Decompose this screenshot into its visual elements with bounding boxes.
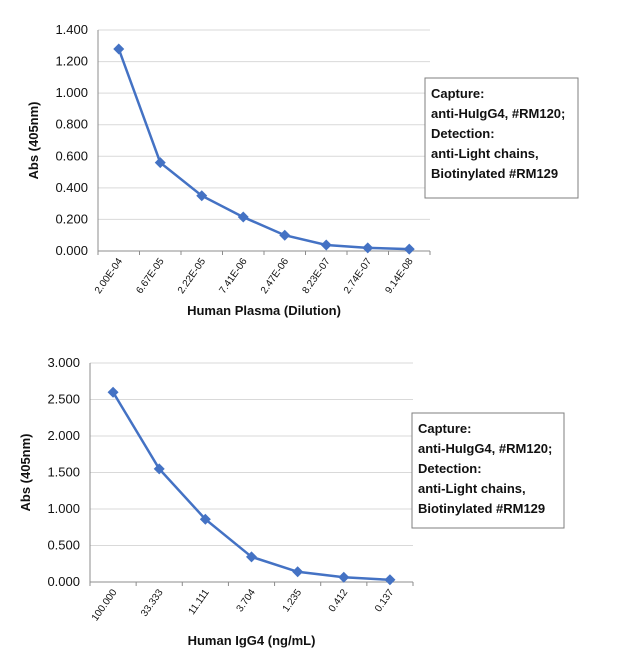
legend-line: anti-Light chains, bbox=[431, 146, 539, 161]
x-tick-label: 11.111 bbox=[187, 587, 213, 617]
legend-line: Detection: bbox=[418, 461, 482, 476]
x-tick-label: 2.74E-07 bbox=[342, 256, 375, 296]
y-tick-label: 3.000 bbox=[47, 355, 80, 370]
x-tick-label: 9.14E-08 bbox=[383, 256, 416, 296]
x-tick-label: 100.000 bbox=[90, 587, 120, 623]
legend-line: anti-Light chains, bbox=[418, 481, 526, 496]
legend-line: Biotinylated #RM129 bbox=[431, 166, 558, 181]
legend-box bbox=[424, 77, 579, 199]
y-tick-label: 2.000 bbox=[47, 428, 80, 443]
x-tick-label: 2.47E-06 bbox=[259, 256, 292, 296]
data-point bbox=[384, 574, 396, 586]
chart-1: 0.000 0.200 0.400 0.600 0.800 1.000 1.200 1.400… bbox=[26, 22, 579, 318]
legend-box bbox=[411, 412, 565, 529]
x-tick-label: 6.67E-05 bbox=[134, 256, 167, 296]
legend-line: Detection: bbox=[431, 126, 495, 141]
y-tick-label: 1.400 bbox=[55, 22, 88, 37]
data-point bbox=[199, 513, 211, 525]
legend-line: Capture: bbox=[418, 421, 471, 436]
y-tick-label: 2.500 bbox=[47, 392, 80, 407]
legend: Capture: anti-HuIgG4, #RM120; Detection: an… bbox=[424, 77, 579, 199]
y-tick-label: 0.800 bbox=[55, 117, 88, 132]
legend-line: anti-HuIgG4, #RM120; bbox=[431, 106, 565, 121]
y-tick-label: 0.000 bbox=[55, 243, 88, 258]
data-point bbox=[403, 243, 415, 255]
x-axis-label: Human Plasma (Dilution) bbox=[187, 303, 341, 318]
data-point bbox=[153, 463, 165, 475]
y-tick-label: 0.000 bbox=[47, 574, 80, 589]
data-point bbox=[154, 157, 166, 169]
x-tick-label: 2.22E-05 bbox=[176, 256, 209, 296]
x-tick-label: 2.00E-04 bbox=[93, 256, 126, 296]
y-tick-label: 1.000 bbox=[47, 501, 80, 516]
y-tick-label: 1.200 bbox=[55, 54, 88, 69]
y-tick-label: 0.200 bbox=[55, 211, 88, 226]
legend-line: Capture: bbox=[431, 86, 484, 101]
data-point bbox=[107, 386, 119, 398]
y-tick-label: 1.000 bbox=[55, 85, 88, 100]
data-point bbox=[362, 242, 374, 254]
y-axis-label: Abs (405nm) bbox=[26, 101, 41, 179]
legend-line: anti-HuIgG4, #RM120; bbox=[418, 441, 552, 456]
chart-2: 0.000 0.500 1.000 1.500 2.000 2.500 3.000 100.0… bbox=[18, 355, 565, 648]
x-axis-label: Human IgG4 (ng/mL) bbox=[188, 633, 316, 648]
data-point bbox=[237, 211, 249, 223]
x-tick-label: 33.333 bbox=[139, 587, 166, 619]
data-point bbox=[246, 551, 257, 563]
data-point bbox=[338, 571, 350, 583]
legend-line: Biotinylated #RM129 bbox=[418, 501, 545, 516]
y-tick-label: 0.400 bbox=[55, 180, 88, 195]
x-tick-label: 3.704 bbox=[235, 587, 259, 614]
x-tick-label: 0.412 bbox=[327, 587, 351, 614]
y-tick-label: 0.500 bbox=[47, 538, 80, 553]
data-point bbox=[196, 190, 208, 202]
x-tick-label: 0.137 bbox=[373, 587, 397, 614]
data-point bbox=[279, 229, 291, 241]
x-tick-label: 1.235 bbox=[281, 587, 305, 614]
data-point bbox=[320, 239, 332, 251]
x-tick-label: 8.23E-07 bbox=[300, 256, 333, 296]
y-tick-label: 0.600 bbox=[55, 148, 88, 163]
x-tick-label: 7.41E-06 bbox=[217, 256, 250, 296]
data-point bbox=[292, 566, 304, 578]
y-tick-label: 1.500 bbox=[47, 465, 80, 480]
series-line bbox=[117, 48, 410, 251]
y-axis-label: Abs (405nm) bbox=[18, 433, 33, 511]
data-point bbox=[113, 43, 125, 55]
legend: Capture: anti-HuIgG4, #RM120; Detection: an… bbox=[411, 412, 565, 529]
